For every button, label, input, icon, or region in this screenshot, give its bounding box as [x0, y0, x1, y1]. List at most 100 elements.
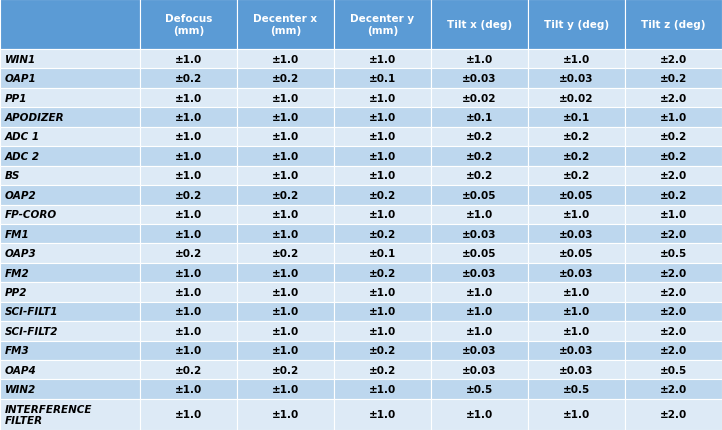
Bar: [528, 360, 625, 380]
Text: ±0.2: ±0.2: [563, 171, 590, 181]
Text: ±2.0: ±2.0: [660, 229, 687, 239]
Text: ±1.0: ±1.0: [369, 287, 396, 297]
Text: ±1.0: ±1.0: [369, 210, 396, 220]
Bar: [140, 224, 237, 244]
Bar: [0, 147, 140, 166]
Text: ±0.02: ±0.02: [462, 93, 497, 103]
Text: ±0.2: ±0.2: [563, 132, 590, 142]
Bar: [334, 108, 431, 127]
Text: Decenter y
(mm): Decenter y (mm): [350, 14, 414, 36]
Text: PP2: PP2: [5, 287, 27, 297]
Text: ±0.2: ±0.2: [660, 190, 687, 200]
Text: Defocus
(mm): Defocus (mm): [165, 14, 212, 36]
Text: FM2: FM2: [5, 268, 30, 278]
Text: ±0.1: ±0.1: [563, 113, 590, 123]
Bar: [334, 0, 431, 50]
Text: ±0.1: ±0.1: [369, 249, 396, 258]
Text: ±2.0: ±2.0: [660, 345, 687, 356]
Bar: [431, 360, 528, 380]
Text: ±0.2: ±0.2: [175, 365, 202, 375]
Bar: [140, 0, 237, 50]
Text: ±0.5: ±0.5: [466, 384, 493, 394]
Text: ±1.0: ±1.0: [272, 268, 299, 278]
Text: ±1.0: ±1.0: [563, 55, 590, 64]
Bar: [528, 224, 625, 244]
Bar: [334, 244, 431, 263]
Text: SCI-FILT1: SCI-FILT1: [5, 307, 58, 316]
Text: ±1.0: ±1.0: [369, 151, 396, 162]
Text: INTERFERENCE
FILTER: INTERFERENCE FILTER: [5, 404, 92, 425]
Bar: [237, 380, 334, 399]
Bar: [625, 186, 722, 205]
Text: ±1.0: ±1.0: [272, 384, 299, 394]
Bar: [0, 399, 140, 430]
Bar: [0, 166, 140, 186]
Bar: [431, 89, 528, 108]
Text: ±1.0: ±1.0: [369, 93, 396, 103]
Bar: [0, 321, 140, 341]
Text: ±1.0: ±1.0: [369, 326, 396, 336]
Bar: [334, 283, 431, 302]
Text: ±2.0: ±2.0: [660, 307, 687, 316]
Text: ±1.0: ±1.0: [175, 171, 202, 181]
Text: Decenter x
(mm): Decenter x (mm): [253, 14, 318, 36]
Text: ±1.0: ±1.0: [175, 229, 202, 239]
Text: ±1.0: ±1.0: [563, 307, 590, 316]
Text: ±0.03: ±0.03: [560, 74, 593, 84]
Text: ±1.0: ±1.0: [466, 307, 493, 316]
Bar: [0, 0, 140, 50]
Text: ±1.0: ±1.0: [175, 210, 202, 220]
Text: ±1.0: ±1.0: [175, 113, 202, 123]
Bar: [334, 380, 431, 399]
Text: ±0.05: ±0.05: [462, 190, 497, 200]
Text: ±1.0: ±1.0: [272, 345, 299, 356]
Bar: [625, 89, 722, 108]
Text: ±0.5: ±0.5: [563, 384, 590, 394]
Bar: [0, 244, 140, 263]
Text: ±1.0: ±1.0: [175, 345, 202, 356]
Text: ±1.0: ±1.0: [175, 384, 202, 394]
Text: ±2.0: ±2.0: [660, 287, 687, 297]
Bar: [140, 380, 237, 399]
Bar: [237, 89, 334, 108]
Bar: [625, 283, 722, 302]
Bar: [237, 108, 334, 127]
Text: ±1.0: ±1.0: [175, 93, 202, 103]
Text: ±1.0: ±1.0: [272, 93, 299, 103]
Bar: [237, 341, 334, 360]
Text: ±2.0: ±2.0: [660, 171, 687, 181]
Text: FM3: FM3: [5, 345, 30, 356]
Bar: [237, 69, 334, 89]
Bar: [237, 205, 334, 224]
Bar: [625, 263, 722, 283]
Bar: [140, 89, 237, 108]
Bar: [528, 283, 625, 302]
Text: ±1.0: ±1.0: [466, 409, 493, 420]
Bar: [0, 108, 140, 127]
Bar: [0, 380, 140, 399]
Bar: [140, 108, 237, 127]
Text: ±0.2: ±0.2: [466, 132, 493, 142]
Bar: [140, 360, 237, 380]
Bar: [528, 69, 625, 89]
Bar: [140, 244, 237, 263]
Bar: [0, 360, 140, 380]
Bar: [237, 244, 334, 263]
Bar: [431, 380, 528, 399]
Bar: [237, 127, 334, 147]
Text: ±2.0: ±2.0: [660, 384, 687, 394]
Bar: [431, 302, 528, 321]
Bar: [431, 321, 528, 341]
Text: ±0.2: ±0.2: [660, 151, 687, 162]
Bar: [431, 166, 528, 186]
Bar: [431, 205, 528, 224]
Text: ±0.03: ±0.03: [462, 365, 497, 375]
Text: ±0.03: ±0.03: [560, 365, 593, 375]
Text: ±1.0: ±1.0: [369, 409, 396, 420]
Bar: [237, 399, 334, 430]
Text: ±1.0: ±1.0: [272, 326, 299, 336]
Bar: [334, 147, 431, 166]
Bar: [237, 166, 334, 186]
Text: ±1.0: ±1.0: [175, 132, 202, 142]
Bar: [140, 50, 237, 69]
